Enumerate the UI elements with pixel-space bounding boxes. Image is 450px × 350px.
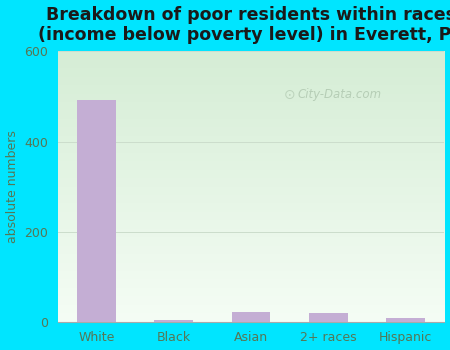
Bar	[154, 320, 193, 322]
Y-axis label: absolute numbers: absolute numbers	[5, 130, 18, 243]
Bar	[77, 100, 116, 322]
Text: City-Data.com: City-Data.com	[298, 88, 382, 101]
Text: ⊙: ⊙	[284, 88, 296, 102]
Bar	[309, 313, 348, 322]
Bar	[232, 312, 270, 322]
Bar	[387, 318, 425, 322]
Title: Breakdown of poor residents within races
(income below poverty level) in Everett: Breakdown of poor residents within races…	[38, 6, 450, 44]
